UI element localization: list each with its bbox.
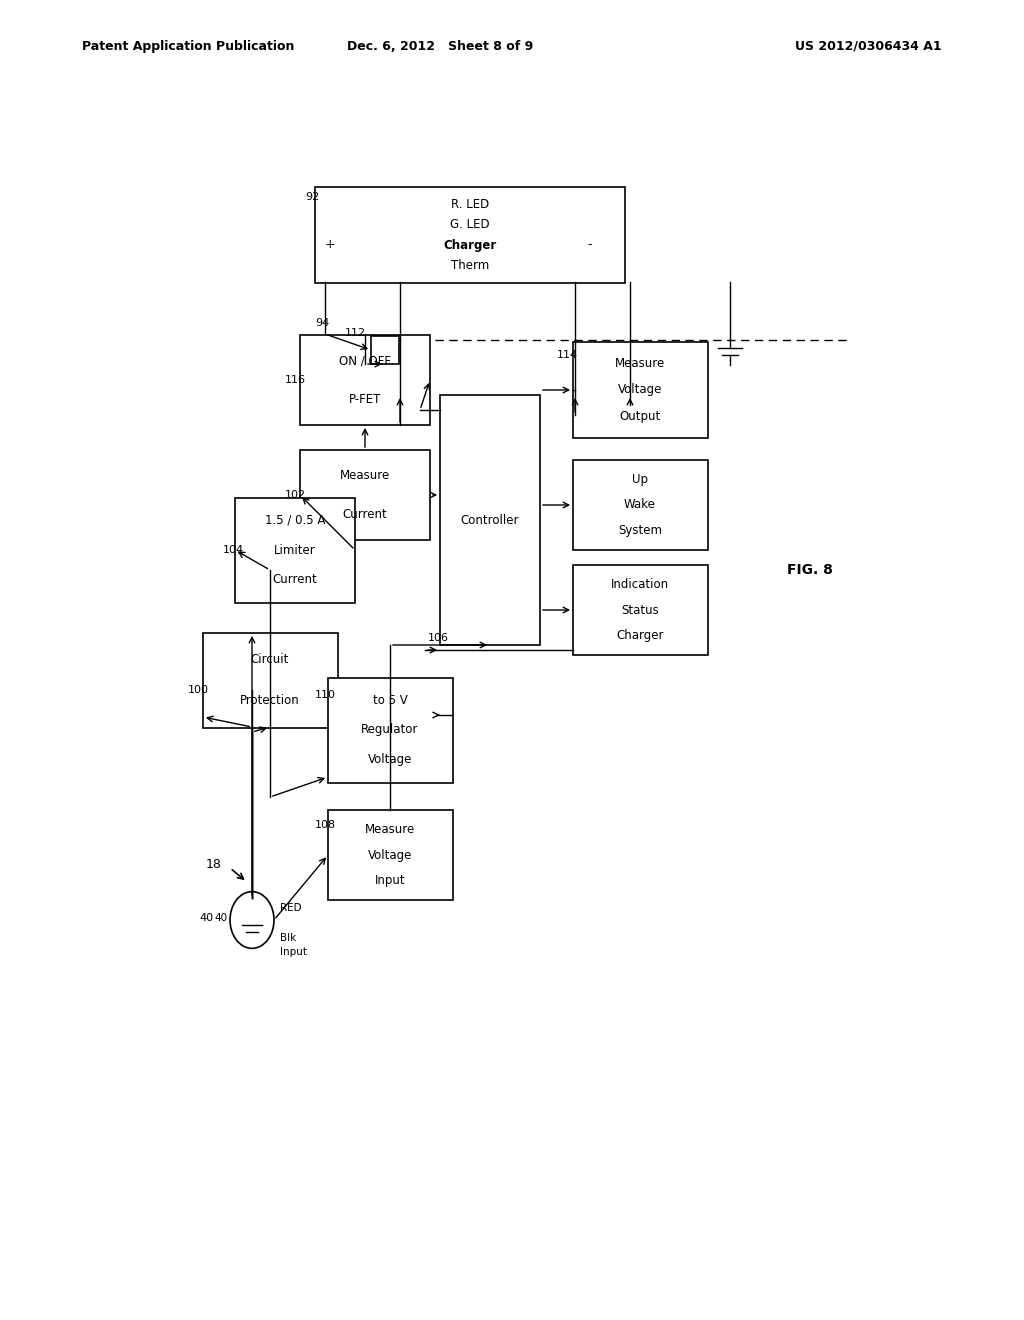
- Text: Charger: Charger: [443, 239, 497, 252]
- Text: Limiter: Limiter: [274, 544, 315, 557]
- Text: Measure: Measure: [614, 356, 666, 370]
- Bar: [300, 450, 430, 540]
- Text: Blk: Blk: [280, 933, 296, 942]
- Text: 112: 112: [345, 327, 366, 338]
- Text: Output: Output: [620, 411, 660, 424]
- Text: Voltage: Voltage: [368, 754, 413, 766]
- Text: 106: 106: [428, 634, 449, 643]
- Text: 104: 104: [223, 545, 244, 554]
- Text: ON / OFF: ON / OFF: [339, 354, 391, 367]
- Text: Regulator: Regulator: [361, 723, 419, 737]
- Text: 1.5 / 0.5 A: 1.5 / 0.5 A: [265, 513, 326, 527]
- Text: Current: Current: [343, 508, 387, 520]
- Text: Wake: Wake: [624, 499, 656, 511]
- Text: 94: 94: [315, 318, 330, 327]
- Text: Dec. 6, 2012   Sheet 8 of 9: Dec. 6, 2012 Sheet 8 of 9: [347, 40, 534, 53]
- Text: 110: 110: [315, 690, 336, 700]
- Bar: [234, 498, 355, 602]
- Text: Controller: Controller: [461, 513, 519, 527]
- Text: Current: Current: [272, 573, 317, 586]
- Bar: [328, 677, 453, 783]
- Bar: [440, 395, 540, 645]
- Bar: [371, 337, 399, 364]
- Text: Input: Input: [280, 946, 307, 957]
- Text: R. LED: R. LED: [451, 198, 489, 211]
- Bar: [572, 342, 708, 437]
- Text: Measure: Measure: [365, 822, 415, 836]
- Text: RED: RED: [280, 903, 302, 913]
- Text: 116: 116: [285, 375, 306, 385]
- Text: to 5 V: to 5 V: [373, 694, 408, 706]
- Text: +: +: [325, 239, 335, 252]
- Bar: [315, 187, 625, 282]
- Bar: [203, 632, 338, 727]
- Text: System: System: [618, 524, 662, 537]
- Text: -: -: [588, 239, 592, 252]
- Text: Patent Application Publication: Patent Application Publication: [82, 40, 294, 53]
- Text: Voltage: Voltage: [617, 384, 663, 396]
- Text: 108: 108: [315, 820, 336, 830]
- Text: 114: 114: [557, 350, 579, 360]
- Bar: [572, 565, 708, 655]
- Text: 18: 18: [206, 858, 222, 870]
- Text: US 2012/0306434 A1: US 2012/0306434 A1: [796, 40, 942, 53]
- Bar: [572, 459, 708, 550]
- Text: Status: Status: [622, 603, 658, 616]
- Text: 92: 92: [305, 191, 319, 202]
- Text: Up: Up: [632, 473, 648, 486]
- Text: Circuit: Circuit: [251, 653, 289, 667]
- Text: Protection: Protection: [240, 694, 300, 706]
- Text: 102: 102: [285, 490, 306, 500]
- Bar: [328, 810, 453, 900]
- Text: 100: 100: [188, 685, 209, 696]
- Text: Therm: Therm: [451, 259, 489, 272]
- Text: G. LED: G. LED: [451, 218, 489, 231]
- Text: Input: Input: [375, 874, 406, 887]
- Text: Voltage: Voltage: [368, 849, 413, 862]
- Text: 40: 40: [200, 913, 214, 923]
- Text: 40: 40: [214, 913, 227, 923]
- Text: P-FET: P-FET: [349, 392, 381, 405]
- Bar: [300, 335, 430, 425]
- Text: Indication: Indication: [611, 578, 669, 591]
- Text: FIG. 8: FIG. 8: [787, 564, 833, 577]
- Text: Charger: Charger: [616, 630, 664, 642]
- Text: Measure: Measure: [340, 470, 390, 482]
